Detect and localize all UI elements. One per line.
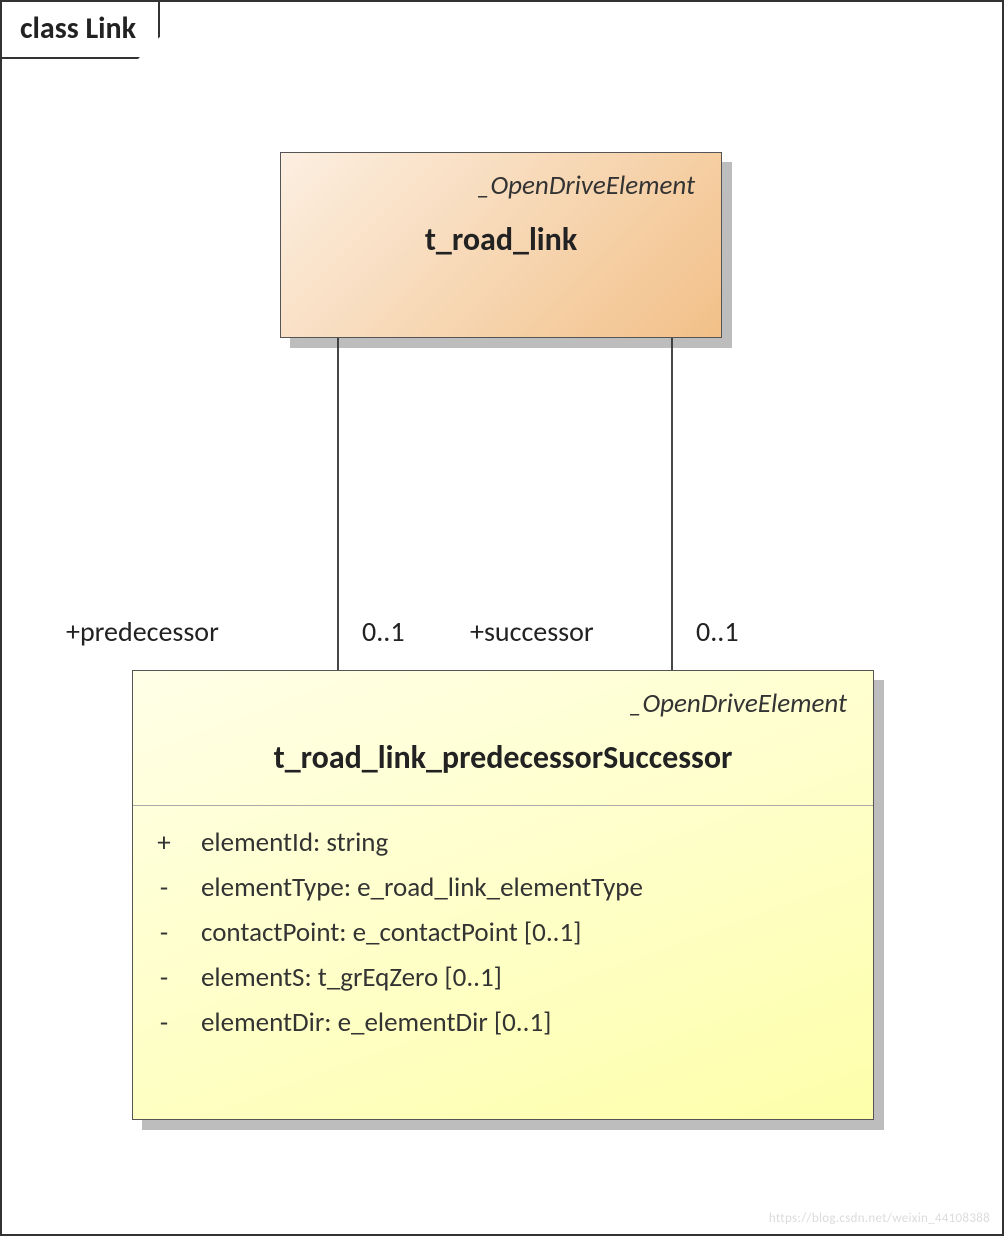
relation-role-label: +predecessor bbox=[66, 614, 219, 649]
attribute-visibility: - bbox=[153, 1006, 175, 1039]
attribute-text: elementS: t_grEqZero [0..1] bbox=[201, 961, 502, 994]
watermark-text: https://blog.csdn.net/weixin_44108388 bbox=[769, 1211, 990, 1226]
relation-role-label: +successor bbox=[470, 614, 594, 649]
attribute-visibility: - bbox=[153, 961, 175, 994]
attribute-visibility: + bbox=[153, 826, 175, 859]
relation-multiplicity-label: 0..1 bbox=[362, 614, 405, 649]
attribute-text: elementDir: e_elementDir [0..1] bbox=[201, 1006, 551, 1039]
class-name: t_road_link_predecessorSuccessor bbox=[149, 726, 857, 787]
attribute-row: -elementType: e_road_link_elementType bbox=[153, 865, 863, 910]
attribute-section: +elementId: string-elementType: e_road_l… bbox=[133, 805, 873, 1063]
class-name: t_road_link bbox=[297, 208, 705, 269]
attribute-text: elementId: string bbox=[201, 826, 388, 859]
class-header: _OpenDriveElement t_road_link_predecesso… bbox=[133, 671, 873, 805]
diagram-frame: class Link _OpenDriveElement t_road_link… bbox=[0, 0, 1004, 1236]
attribute-row: -contactPoint: e_contactPoint [0..1] bbox=[153, 910, 863, 955]
attribute-row: -elementDir: e_elementDir [0..1] bbox=[153, 1000, 863, 1045]
attribute-text: elementType: e_road_link_elementType bbox=[201, 871, 643, 904]
class-t-road-link-predecessor-successor: _OpenDriveElement t_road_link_predecesso… bbox=[132, 670, 874, 1120]
stereotype-label: _OpenDriveElement bbox=[149, 681, 857, 726]
relation-multiplicity-label: 0..1 bbox=[696, 614, 739, 649]
attribute-row: -elementS: t_grEqZero [0..1] bbox=[153, 955, 863, 1000]
attribute-visibility: - bbox=[153, 871, 175, 904]
attribute-text: contactPoint: e_contactPoint [0..1] bbox=[201, 916, 581, 949]
stereotype-label: _OpenDriveElement bbox=[297, 163, 705, 208]
class-header: _OpenDriveElement t_road_link bbox=[281, 153, 721, 287]
diagram-title-tab: class Link bbox=[0, 0, 160, 59]
attribute-row: + elementId: string bbox=[153, 820, 863, 865]
attribute-visibility: - bbox=[153, 916, 175, 949]
diagram-title: class Link bbox=[20, 10, 136, 47]
class-t-road-link: _OpenDriveElement t_road_link bbox=[280, 152, 722, 338]
